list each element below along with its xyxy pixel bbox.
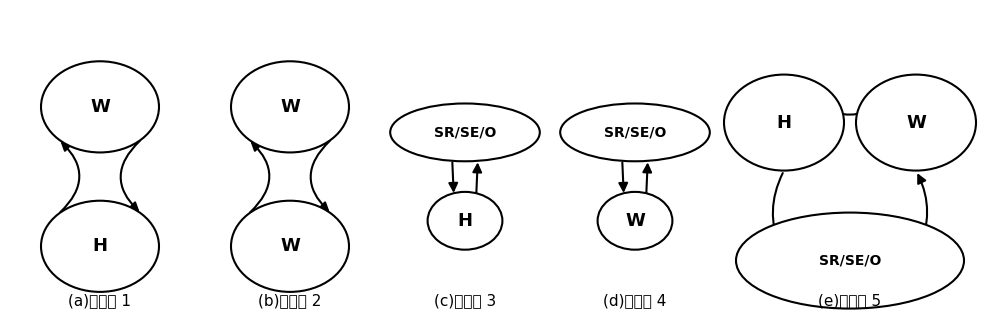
Text: W: W xyxy=(906,113,926,131)
Ellipse shape xyxy=(560,103,710,161)
Ellipse shape xyxy=(724,75,844,171)
Ellipse shape xyxy=(390,103,540,161)
Text: SR/SE/O: SR/SE/O xyxy=(434,125,496,139)
Text: H: H xyxy=(776,113,792,131)
Text: (a)出行链 1: (a)出行链 1 xyxy=(68,293,132,308)
Ellipse shape xyxy=(428,192,502,250)
Ellipse shape xyxy=(598,192,672,250)
Text: (e)出行链 5: (e)出行链 5 xyxy=(818,293,882,308)
Ellipse shape xyxy=(231,61,349,152)
Ellipse shape xyxy=(41,201,159,292)
Ellipse shape xyxy=(856,75,976,171)
Text: H: H xyxy=(92,237,108,255)
Text: H: H xyxy=(458,212,473,230)
Text: (c)出行链 3: (c)出行链 3 xyxy=(434,293,496,308)
Ellipse shape xyxy=(736,213,964,309)
Text: SR/SE/O: SR/SE/O xyxy=(819,253,881,267)
Text: (d)出行链 4: (d)出行链 4 xyxy=(603,293,667,308)
Text: W: W xyxy=(90,98,110,116)
Text: SR/SE/O: SR/SE/O xyxy=(604,125,666,139)
Ellipse shape xyxy=(41,61,159,152)
Text: W: W xyxy=(280,237,300,255)
Text: W: W xyxy=(625,212,645,230)
Text: W: W xyxy=(280,98,300,116)
Text: (b)出行链 2: (b)出行链 2 xyxy=(258,293,322,308)
Ellipse shape xyxy=(231,201,349,292)
